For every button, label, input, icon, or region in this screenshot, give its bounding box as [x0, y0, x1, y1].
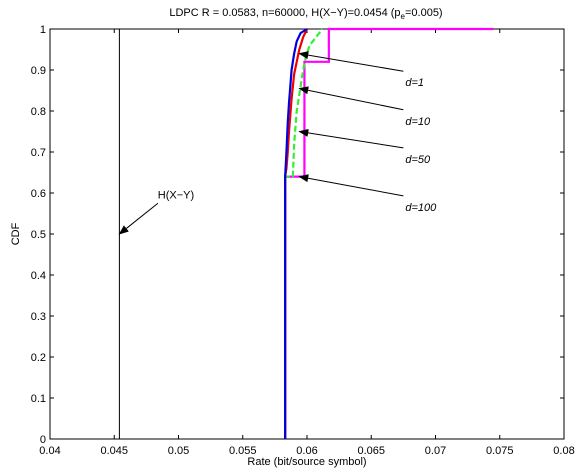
y-tick-label: 0.1 — [31, 393, 46, 405]
y-axis-label: CDF — [10, 222, 22, 245]
y-tick-label: 0.6 — [31, 188, 46, 200]
series-layer — [284, 27, 494, 439]
chart-title-subscript: e — [401, 12, 406, 21]
x-tick-label: 0.05 — [168, 445, 189, 457]
x-tick-label: 0.065 — [357, 445, 385, 457]
cdf-curve-d1 — [284, 28, 308, 439]
y-tick-label: 0.8 — [31, 106, 46, 118]
x-tick-label: 0.055 — [229, 445, 257, 457]
annotation-arrow-d10 — [298, 86, 404, 111]
annotation-arrow-d50 — [298, 128, 404, 149]
y-tick-label: 1 — [40, 24, 46, 36]
x-axis-ticks: 0.04 0.045 0.05 0.055 0.06 0.065 0.07 0.075 0.08 — [39, 29, 575, 457]
annotation-label-d1: d=1 — [405, 77, 424, 89]
x-tick-label: 0.06 — [296, 445, 317, 457]
annotation-arrow-hxy — [118, 202, 159, 235]
y-tick-label: 0.7 — [31, 147, 46, 159]
annotation-layer: d=1 d=10 d=50 d=100 H(X−Y) — [118, 51, 437, 235]
plot-frame — [49, 28, 565, 440]
x-tick-label: 0.07 — [425, 445, 446, 457]
y-tick-label: 0.5 — [31, 229, 46, 241]
chart-title-main: LDPC R = 0.0583, n=60000, H(X−Y)=0.0454 … — [169, 7, 400, 19]
annotation-arrow-d100 — [298, 174, 404, 197]
y-tick-label: 0 — [40, 434, 46, 446]
annotation-label-d10: d=10 — [405, 116, 431, 128]
y-tick-label: 0.4 — [31, 270, 46, 282]
annotation-arrow-d1 — [298, 51, 404, 72]
x-tick-label: 0.045 — [100, 445, 128, 457]
x-tick-label: 0.08 — [553, 445, 574, 457]
chart-title-tail: =0.005) — [405, 7, 443, 19]
chart-title: LDPC R = 0.0583, n=60000, H(X−Y)=0.0454 … — [169, 7, 442, 21]
x-axis-label: Rate (bit/source symbol) — [247, 456, 366, 468]
x-tick-label: 0.04 — [39, 445, 60, 457]
cdf-curve-d50 — [284, 28, 324, 439]
y-tick-label: 0.2 — [31, 352, 46, 364]
x-tick-label: 0.075 — [486, 445, 514, 457]
y-axis-ticks: 0 0.1 0.2 0.3 0.4 0.5 0.6 0.7 0.8 0.9 1 — [31, 24, 564, 446]
y-tick-label: 0.9 — [31, 65, 46, 77]
annotation-label-d100: d=100 — [405, 202, 437, 214]
y-tick-label: 0.3 — [31, 311, 46, 323]
annotation-label-d50: d=50 — [405, 154, 431, 166]
annotation-label-hxy: H(X−Y) — [158, 189, 194, 201]
